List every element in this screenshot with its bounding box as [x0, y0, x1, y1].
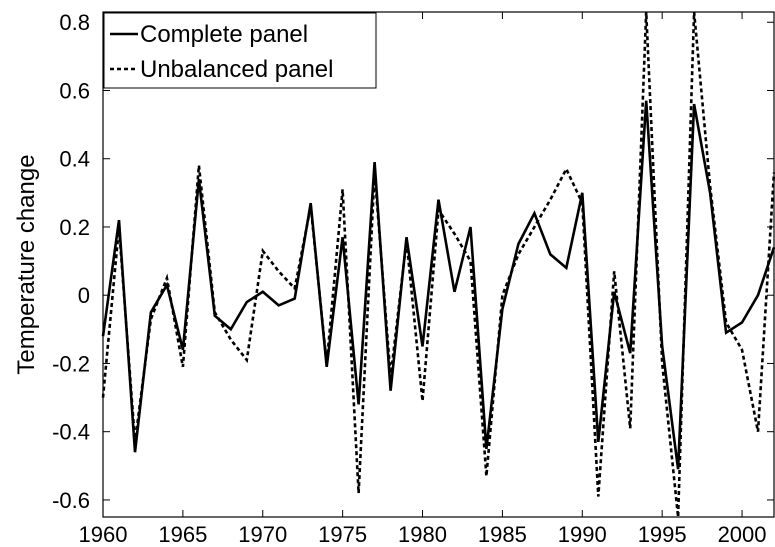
x-tick-label: 1995 — [638, 522, 687, 547]
y-axis-label: Temperature change — [13, 154, 40, 374]
series-line-1 — [101, 11, 775, 518]
y-tick-label: 0.6 — [59, 78, 90, 103]
y-tick-label: 0 — [78, 283, 90, 308]
y-tick-label: 0.8 — [59, 10, 90, 35]
x-tick-label: 1975 — [318, 522, 367, 547]
x-tick-label: 2000 — [718, 522, 767, 547]
legend-box — [103, 12, 377, 89]
y-tick-label: -0.4 — [52, 420, 90, 445]
legend: Complete panel Unbalanced panel — [103, 12, 377, 89]
y-tick-label: -0.2 — [52, 351, 90, 376]
y-tick-label: 0.2 — [59, 215, 90, 240]
y-tick-label: 0.4 — [59, 147, 90, 172]
series-layer — [101, 11, 775, 518]
x-tick-label: 1970 — [238, 522, 287, 547]
legend-label-complete-panel: Complete panel — [140, 21, 308, 48]
x-tick-label: 1965 — [158, 522, 207, 547]
y-tick-label: -0.6 — [52, 488, 90, 513]
series-line-0 — [101, 100, 775, 470]
x-tick-label: 1990 — [558, 522, 607, 547]
x-tick-label: 1985 — [478, 522, 527, 547]
ticks-layer: 1960 1965 1970 1975 1980 1985 1990 1995 2000 -0.6… — [52, 10, 774, 547]
plot-frame — [102, 11, 775, 518]
x-tick-label: 1980 — [398, 522, 447, 547]
x-tick-label: 1960 — [79, 522, 128, 547]
legend-label-unbalanced-panel: Unbalanced panel — [140, 56, 334, 83]
